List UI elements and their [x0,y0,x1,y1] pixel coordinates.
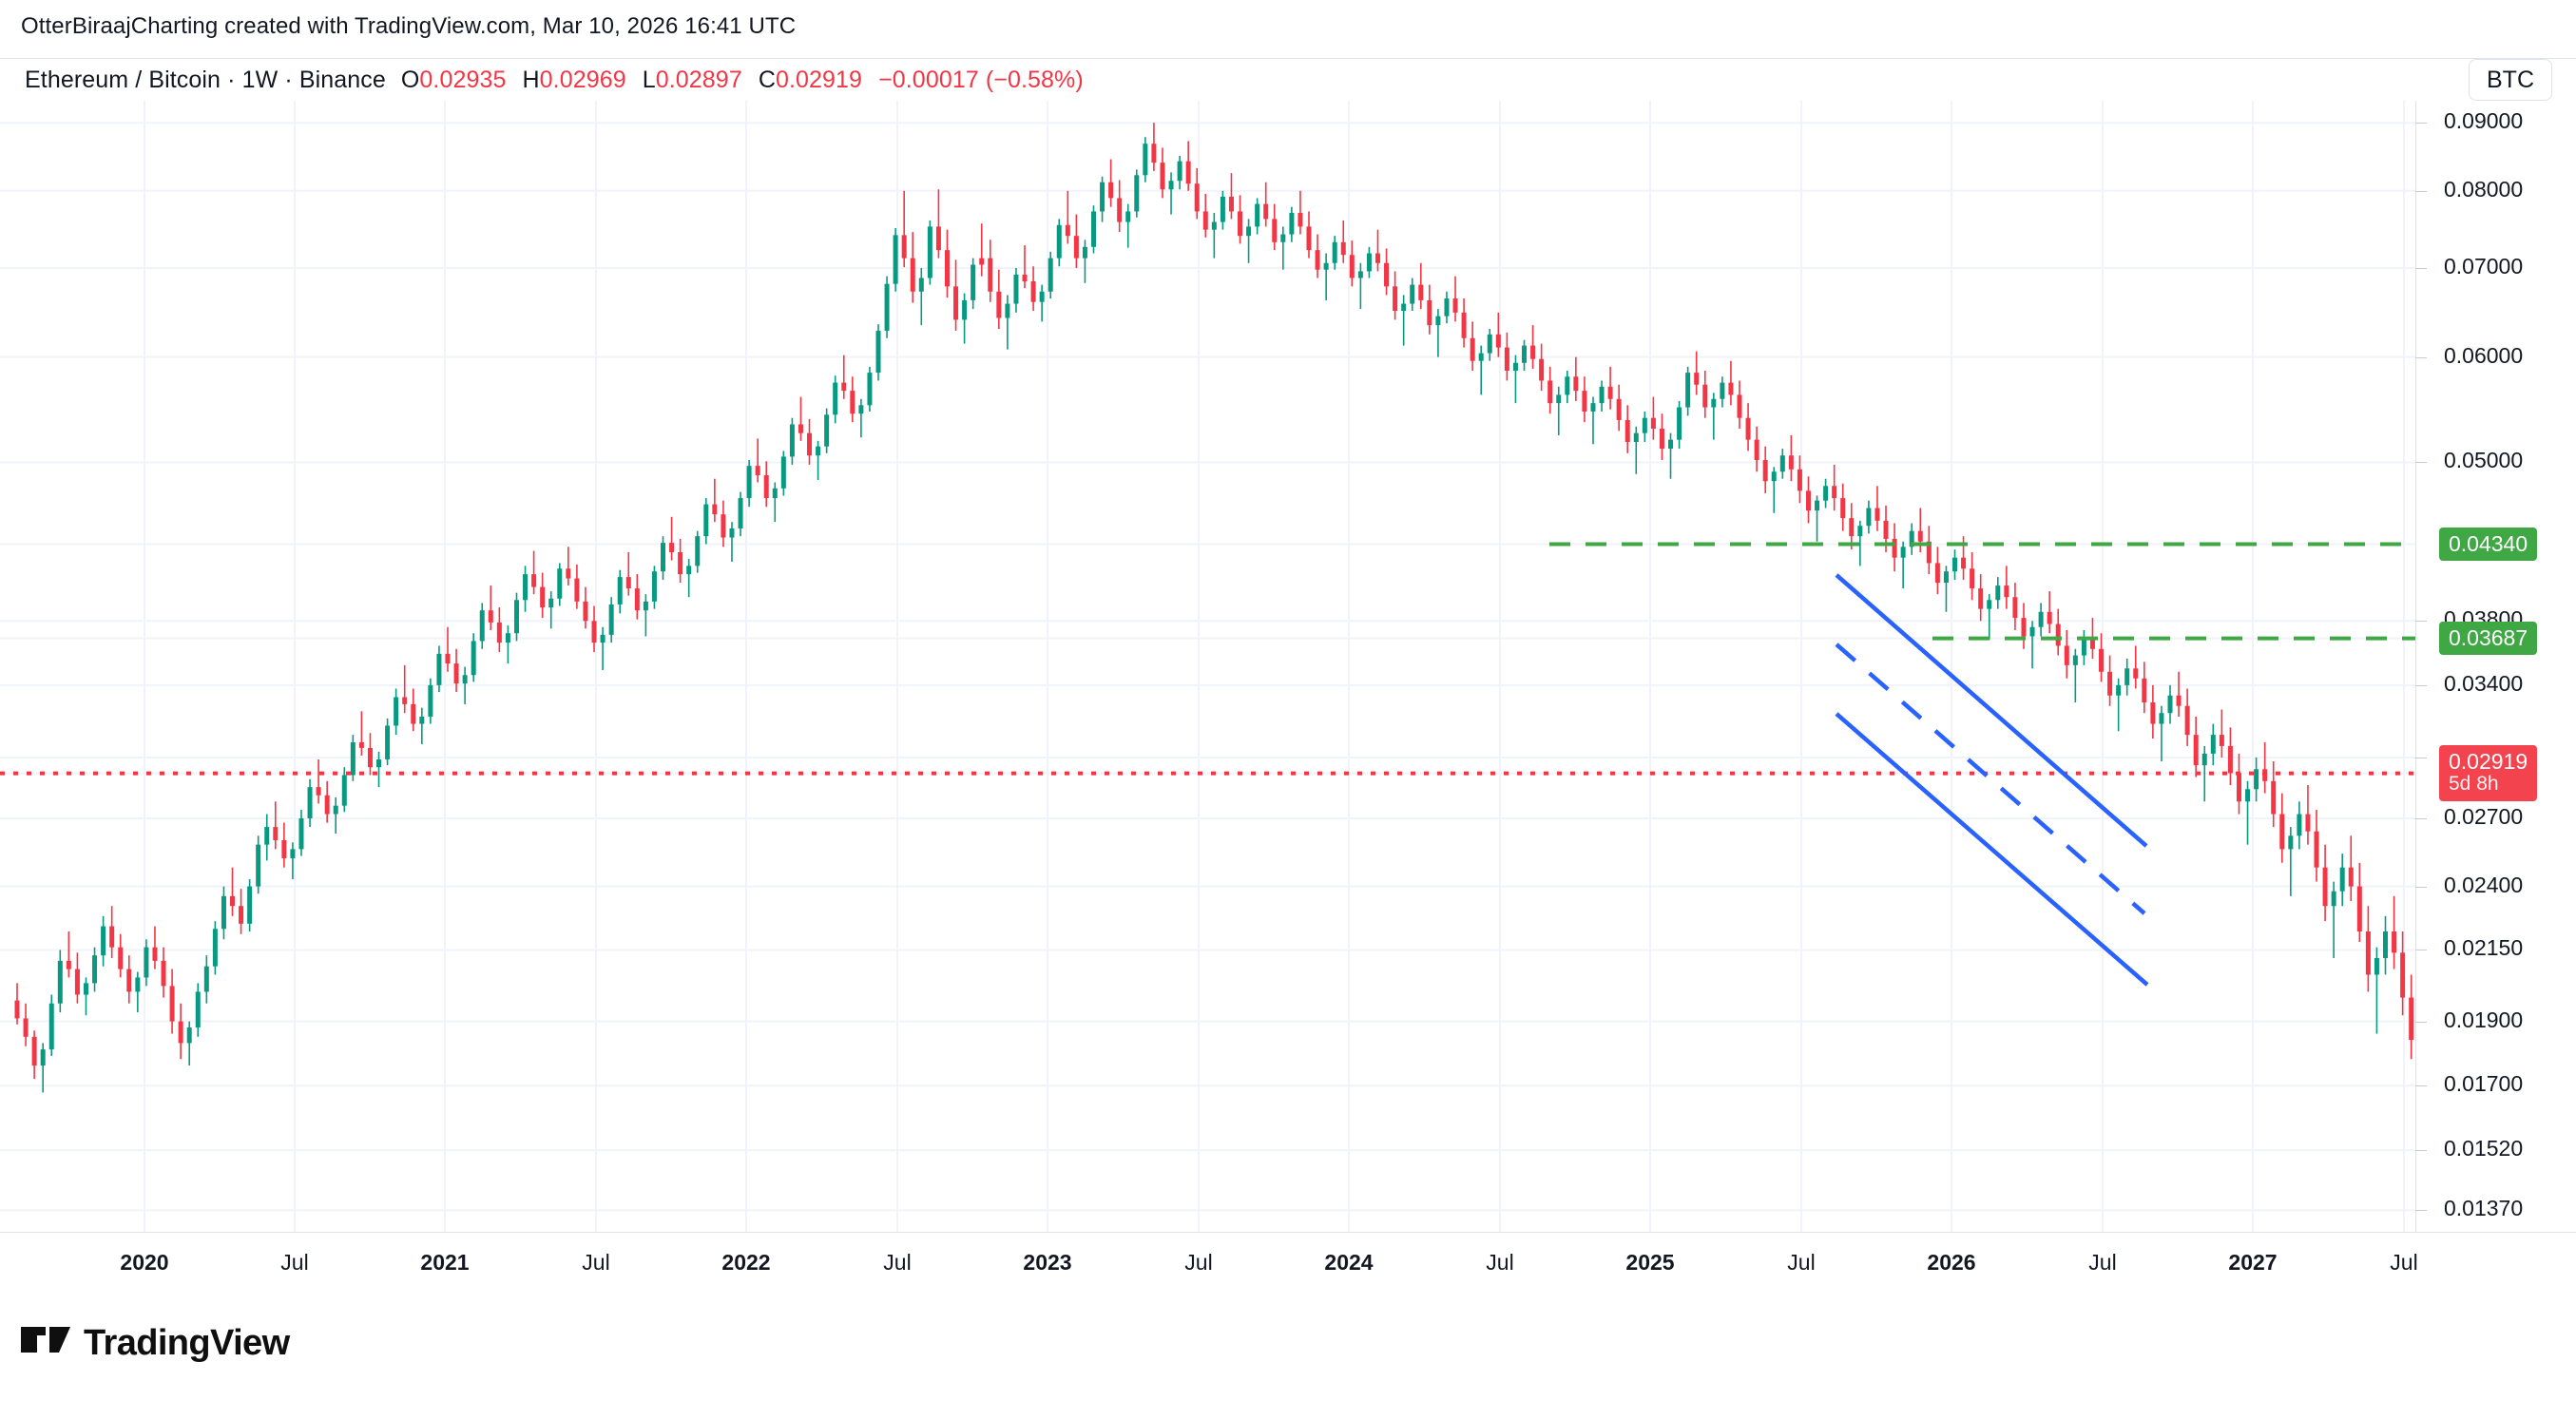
time-axis-tick: 2023 [1023,1250,1072,1275]
tick-label: 0.01900 [2444,1007,2524,1032]
tick-mark [2415,462,2427,464]
badge-value: 0.03687 [2449,624,2528,650]
tick-label: 0.09000 [2444,108,2524,134]
time-axis-tick: Jul [280,1250,309,1275]
attribution-text: OtterBiraajCharting created with Trading… [21,13,797,39]
tick-label: 0.02150 [2444,935,2524,961]
ohlc-low-value: 0.02897 [655,66,742,93]
resistance-price-badge[interactable]: 0.04340 [2439,527,2538,562]
annotations [0,542,2415,987]
time-axis[interactable]: 2020 Jul 2021 Jul 2022 Jul 2023 Jul 2024 Jul 2025 J… [0,1232,2576,1298]
channel-upper [1835,573,2148,848]
header-divider [0,58,2576,59]
ohlc-open: O0.02935 [401,67,507,94]
time-axis-tick: 2026 [1927,1250,1976,1275]
ohlc-high-key: H [522,66,540,93]
time-axis-tick: Jul [1787,1250,1816,1275]
chart-pane[interactable]: 0.09000 0.08000 0.07000 0.06000 0.05000 0.038… [0,101,2576,1232]
resistance-price-badge[interactable]: 0.03687 [2439,621,2538,656]
legend-symbol-group[interactable]: Ethereum / Bitcoin · 1W · Binance [25,67,386,94]
tick-label: 0.06000 [2444,342,2524,368]
ohlc-close: C0.02919 [759,67,862,94]
badge-value: 0.04340 [2449,530,2528,556]
legend-interval: 1W [241,66,279,93]
tick-label: 0.08000 [2444,176,2524,202]
tick-mark [2415,1150,2427,1152]
tick-label: 0.01370 [2444,1196,2524,1221]
time-axis-tick: Jul [582,1250,610,1275]
chart-legend: Ethereum / Bitcoin · 1W · Binance O0.029… [25,59,1084,101]
tick-mark [2415,356,2427,358]
ohlc-values: O0.02935 H0.02969 L0.02897 C0.02919 −0.0… [401,67,1084,94]
candles [14,123,2414,1093]
legend-exchange: Binance [298,66,386,93]
tick-label: 0.01520 [2444,1136,2524,1161]
time-axis-tick: Jul [1486,1250,1514,1275]
time-axis-tick: 2025 [1625,1250,1675,1275]
time-axis-tick: 2022 [721,1250,771,1275]
ohlc-close-value: 0.02919 [775,66,863,93]
time-axis-tick: 2024 [1324,1250,1374,1275]
time-axis-tick: 2020 [120,1250,169,1275]
ohlc-open-value: 0.02935 [419,66,507,93]
time-axis-tick: Jul [2390,1250,2418,1275]
channel-lower [1835,712,2149,987]
tick-mark [2415,123,2427,125]
tick-mark [2415,190,2427,192]
tick-mark [2415,621,2427,623]
tick-mark [2415,1210,2427,1212]
badge-value: 0.02919 [2449,749,2528,775]
tick-label: 0.02700 [2444,804,2524,830]
legend-symbol: Ethereum / Bitcoin [25,66,221,93]
tick-mark [2415,267,2427,269]
time-axis-tick: 2021 [420,1250,470,1275]
tick-mark [2415,818,2427,820]
badge-countdown: 5d 8h [2449,772,2499,795]
tick-label: 0.02400 [2444,872,2524,897]
tradingview-logo-text: TradingView [84,1323,290,1363]
grid-lines [0,101,2415,1232]
price-axis[interactable]: 0.09000 0.08000 0.07000 0.06000 0.05000 0.038… [2415,101,2576,1232]
ohlc-high: H0.02969 [523,67,626,94]
tick-mark [2415,886,2427,888]
tick-mark [2415,1021,2427,1023]
tick-mark [2415,1085,2427,1087]
ohlc-close-key: C [758,66,776,93]
channel-median [1835,643,2146,915]
ohlc-low: L0.02897 [643,67,742,94]
tick-label: 0.03400 [2444,670,2524,696]
tick-label: 0.07000 [2444,253,2524,278]
current-price-badge[interactable]: 0.02919 5d 8h [2439,745,2538,801]
time-axis-tick: Jul [1184,1250,1213,1275]
ohlc-change: −0.00017 (−0.58%) [878,66,1084,93]
time-axis-tick: 2027 [2228,1250,2278,1275]
tradingview-logo: TradingView [21,1323,290,1364]
tradingview-logo-mark [21,1326,70,1361]
candlestick-canvas [0,101,2415,1232]
plot-area[interactable] [0,101,2415,1232]
legend-dot-2: · [284,66,293,93]
currency-unit-badge[interactable]: BTC [2469,59,2552,101]
tick-label: 0.01700 [2444,1071,2524,1097]
tick-mark [2415,684,2427,686]
ohlc-low-key: L [642,66,656,93]
ohlc-high-value: 0.02969 [539,66,626,93]
legend-dot-1: · [227,66,236,93]
time-axis-tick: Jul [883,1250,912,1275]
tick-label: 0.05000 [2444,448,2524,473]
ohlc-open-key: O [400,66,420,93]
time-axis-tick: Jul [2088,1250,2117,1275]
